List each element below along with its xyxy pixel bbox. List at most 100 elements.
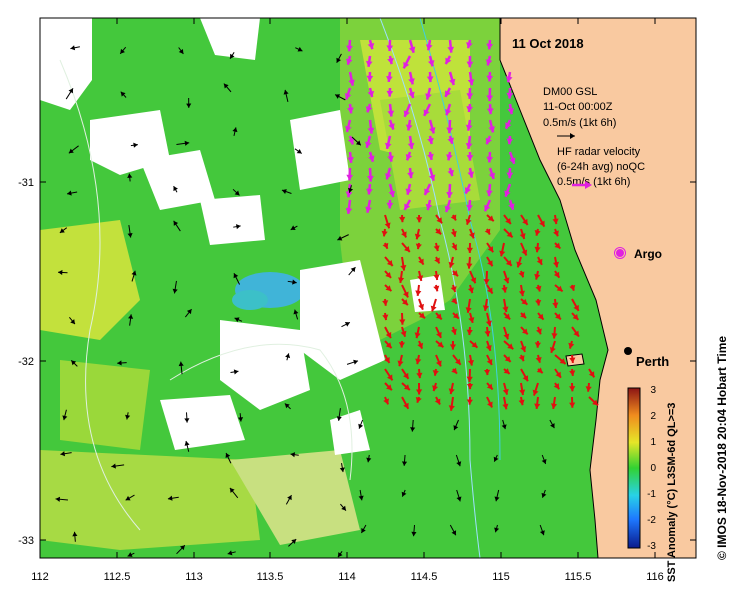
velocity-arrow-head bbox=[60, 451, 66, 457]
velocity-arrow-head bbox=[233, 273, 239, 279]
velocity-arrow-head bbox=[70, 45, 76, 51]
gsl-arrow-head bbox=[347, 138, 355, 145]
radar-scale-arrow bbox=[572, 181, 592, 189]
radar-arrow-head bbox=[403, 372, 409, 379]
radar-arrow-head bbox=[484, 330, 491, 337]
gsl-arrow-head bbox=[506, 138, 514, 145]
radar-arrow-head bbox=[399, 319, 406, 325]
colorbar-tick-label: 2 bbox=[650, 411, 656, 422]
gsl-arrow-head bbox=[486, 75, 494, 82]
radar-arrow-head bbox=[520, 312, 526, 319]
velocity-arrow-head bbox=[111, 463, 116, 469]
gsl-arrow-head bbox=[504, 190, 511, 197]
radar-arrow-head bbox=[487, 287, 493, 294]
velocity-arrow-head bbox=[127, 552, 133, 557]
radar-arrow-head bbox=[518, 399, 525, 406]
cloud-gap bbox=[220, 320, 310, 410]
velocity-arrow-head bbox=[232, 127, 238, 133]
velocity-arrow-head bbox=[401, 461, 408, 466]
radar-arrow-head bbox=[448, 405, 455, 411]
gsl-arrow-head bbox=[427, 137, 434, 145]
velocity-arrow-head bbox=[59, 228, 65, 233]
radar-arrow-head bbox=[418, 258, 424, 265]
radar-arrow-head bbox=[466, 247, 473, 253]
warm-patch-west bbox=[40, 220, 140, 340]
radar-arrow-head bbox=[553, 230, 559, 237]
gsl-arrow-head bbox=[445, 57, 452, 65]
gsl-arrow-head bbox=[345, 125, 352, 133]
gsl-arrow-head bbox=[423, 109, 430, 116]
radar-arrow-head bbox=[382, 242, 389, 249]
radar-arrow-head bbox=[487, 260, 493, 267]
velocity-arrow-head bbox=[401, 491, 407, 497]
cloud-gap bbox=[330, 410, 370, 455]
velocity-arrow-head bbox=[361, 527, 366, 533]
gsl-arrow-head bbox=[428, 174, 436, 181]
radar-arrow-head bbox=[518, 271, 525, 278]
x-tick-label: 114.5 bbox=[411, 571, 438, 583]
gsl-arrow-head bbox=[486, 190, 493, 197]
radar-arrow-head bbox=[417, 342, 424, 349]
gsl-arrow-head bbox=[506, 92, 514, 99]
velocity-arrow-head bbox=[237, 417, 244, 422]
gsl-arrow-head bbox=[405, 124, 413, 131]
gsl-arrow-head bbox=[427, 153, 434, 160]
radar-arrow-head bbox=[555, 371, 561, 378]
velocity-arrow-head bbox=[184, 140, 190, 146]
map-frame bbox=[39, 17, 697, 559]
gsl-arrow-head bbox=[386, 90, 394, 97]
gsl-arrow-head bbox=[465, 142, 473, 149]
radar-arrow-head bbox=[502, 388, 509, 395]
gsl-arrow-head bbox=[348, 79, 355, 86]
radar-arrow-head bbox=[518, 290, 526, 297]
velocity-arrow-head bbox=[133, 142, 138, 148]
gsl-arrow-head bbox=[466, 61, 474, 68]
radar-arrow-head bbox=[455, 358, 461, 365]
radar-arrow-head bbox=[553, 383, 560, 390]
radar-arrow-head bbox=[399, 216, 406, 223]
velocity-arrow-head bbox=[350, 267, 356, 273]
argo-marker bbox=[614, 247, 626, 259]
gsl-arrow-head bbox=[387, 58, 394, 65]
gsl-arrow-head bbox=[404, 203, 411, 210]
perth-marker bbox=[624, 347, 632, 355]
radar-arrow-head bbox=[519, 233, 526, 239]
gsl-arrow-head bbox=[467, 171, 475, 178]
radar-arrow-head bbox=[499, 250, 506, 257]
velocity-arrow-head bbox=[539, 530, 545, 536]
radar-arrow-head bbox=[569, 402, 576, 408]
velocity-arrow-head bbox=[337, 552, 343, 558]
gsl-arrow-head bbox=[466, 204, 473, 211]
gsl-arrow-head bbox=[486, 43, 494, 50]
warm-patch-southwest bbox=[60, 360, 150, 450]
radar-arrow-head bbox=[415, 290, 422, 296]
radar-arrow-head bbox=[483, 279, 490, 285]
radar-arrow-head bbox=[415, 396, 422, 403]
gsl-arrow-head bbox=[367, 175, 374, 182]
y-tick-label: -32 bbox=[18, 356, 34, 368]
radar-arrow-head bbox=[534, 273, 541, 280]
radar-arrow-head bbox=[504, 313, 511, 320]
radar-arrow-head bbox=[385, 332, 392, 339]
radar-arrow-head bbox=[433, 245, 440, 252]
gsl-arrow-head bbox=[444, 108, 452, 116]
radar-arrow-head bbox=[555, 313, 561, 320]
velocity-arrow-head bbox=[541, 492, 547, 498]
gsl-arrow-head bbox=[429, 127, 436, 134]
cloud-gap bbox=[160, 395, 245, 450]
gsl-arrow-head bbox=[486, 95, 494, 102]
cloud-gap bbox=[300, 260, 385, 380]
gsl-arrow-head bbox=[466, 155, 474, 161]
cloud-gap bbox=[140, 150, 215, 210]
radar-arrow-head bbox=[432, 385, 439, 392]
radar-arrow-head bbox=[402, 291, 409, 298]
velocity-arrow-head bbox=[344, 322, 350, 327]
gsl-arrow-head bbox=[385, 173, 392, 180]
radar-arrow-head bbox=[573, 304, 579, 311]
gsl-arrow-head bbox=[407, 142, 415, 149]
colorbar bbox=[627, 387, 641, 549]
gsl-arrow-head bbox=[408, 78, 415, 85]
velocity-arrow-head bbox=[296, 148, 302, 154]
radar-arrow-head bbox=[415, 358, 422, 365]
radar-arrow-head bbox=[487, 246, 494, 253]
